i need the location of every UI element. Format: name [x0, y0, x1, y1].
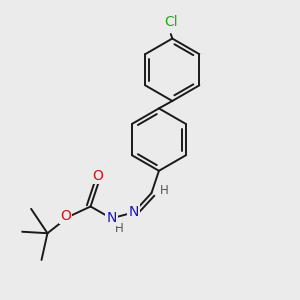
Text: Cl: Cl [164, 15, 178, 29]
Text: O: O [92, 169, 104, 183]
Text: N: N [128, 206, 139, 219]
Text: O: O [60, 209, 71, 223]
Text: H: H [160, 184, 168, 197]
Text: H: H [114, 222, 123, 235]
Text: N: N [106, 212, 116, 225]
